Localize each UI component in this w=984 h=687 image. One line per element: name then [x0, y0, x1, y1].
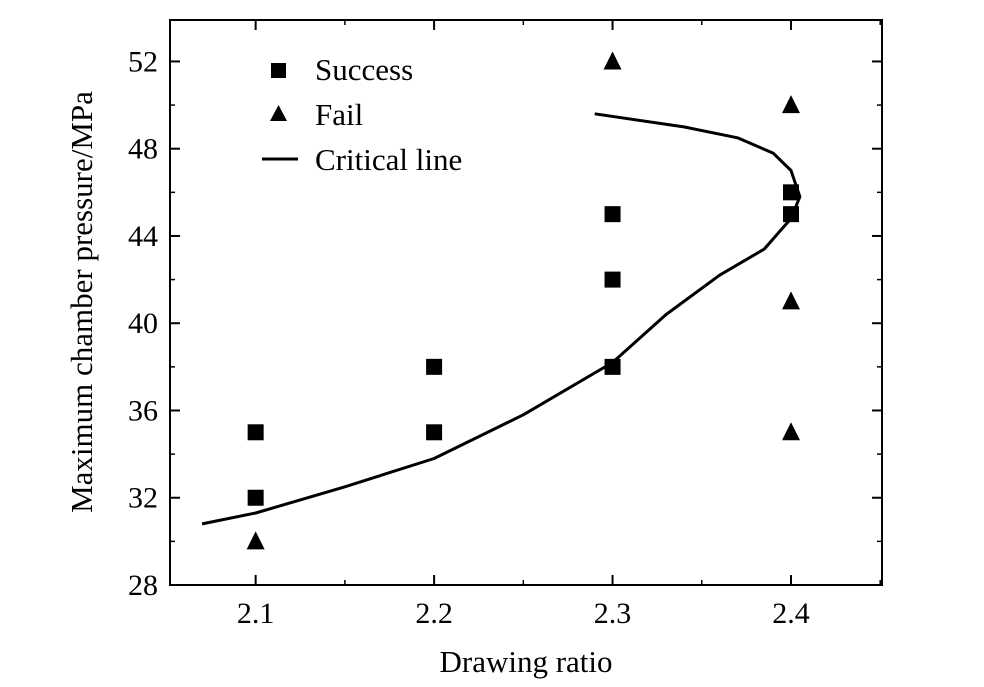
y-tick-label: 32 [128, 482, 158, 515]
x-tick-label: 2.3 [594, 597, 632, 630]
fail-point [781, 291, 800, 310]
y-tick-label: 40 [128, 307, 158, 340]
fail-point [781, 95, 800, 114]
critical-line [201, 112, 802, 526]
success-point [604, 206, 621, 223]
success-point [604, 271, 621, 288]
plot-frame [169, 19, 883, 586]
success-point [426, 358, 443, 375]
x-axis-label: Drawing ratio [439, 644, 612, 679]
y-tick-label: 52 [128, 45, 158, 78]
fail-point [246, 531, 265, 550]
legend: Success Fail Critical line [262, 52, 462, 177]
y-tick-label: 44 [128, 220, 158, 253]
fail-point [781, 422, 800, 441]
x-tick-label: 2.1 [237, 597, 275, 630]
legend-success-label: Success [315, 52, 413, 87]
legend-success-marker [271, 63, 286, 78]
y-axis-label: Maximum chamber pressure/MPa [64, 91, 99, 513]
success-point [604, 358, 621, 375]
success-point [782, 184, 799, 201]
success-point [426, 424, 443, 441]
y-tick-label: 48 [128, 133, 158, 166]
y-tick-label: 36 [128, 394, 158, 427]
x-tick-label: 2.2 [415, 597, 453, 630]
fail-point [603, 51, 622, 70]
legend-fail-marker [270, 105, 287, 121]
legend-critical-line-label: Critical line [315, 142, 462, 177]
success-point [247, 489, 264, 506]
legend-fail-label: Fail [315, 97, 363, 132]
success-point [247, 424, 264, 441]
y-tick-label: 28 [128, 569, 158, 602]
x-tick-label: 2.4 [772, 597, 810, 630]
